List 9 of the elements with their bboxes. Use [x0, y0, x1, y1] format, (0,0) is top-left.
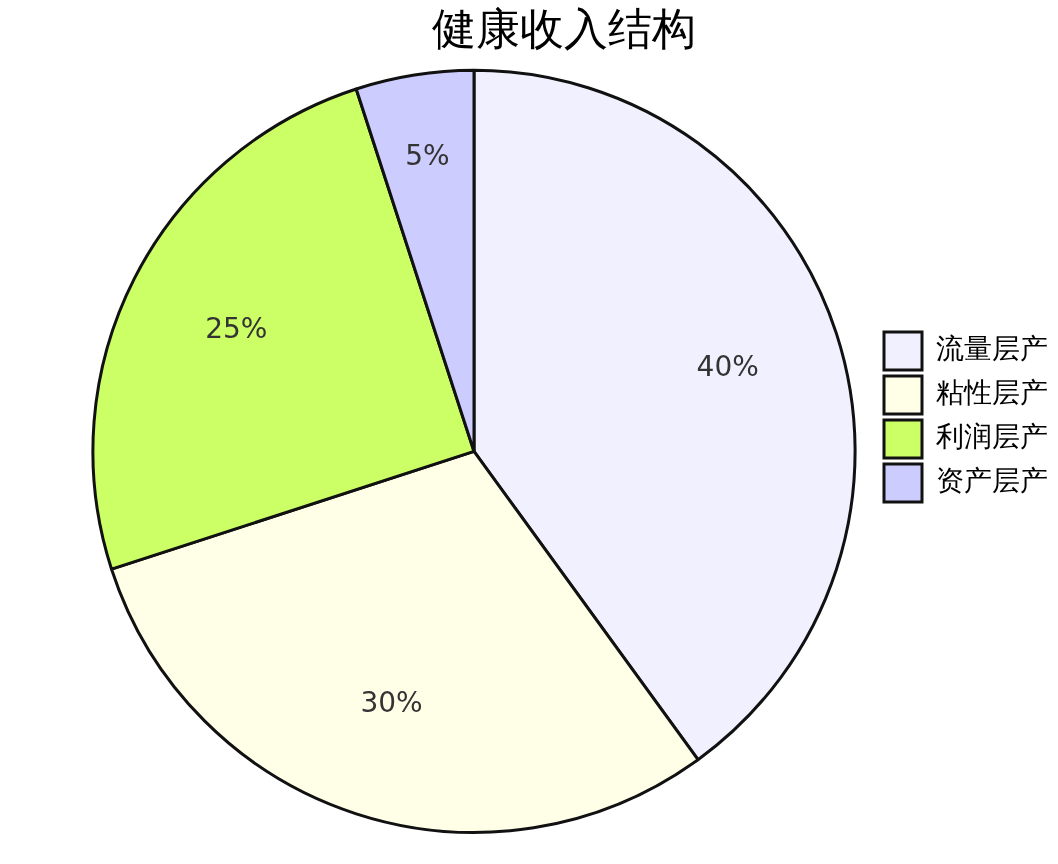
- legend-label: 利润层产: [936, 420, 1048, 454]
- legend-label: 资产层产: [936, 464, 1048, 498]
- data-label: 40%: [696, 350, 759, 384]
- legend-label: 粘性层产: [936, 376, 1048, 410]
- legend-label: 流量层产: [936, 332, 1048, 366]
- data-label: 30%: [360, 686, 423, 720]
- data-label: 5%: [405, 139, 450, 173]
- data-label: 25%: [205, 311, 268, 345]
- chart-title: 健康收入结构: [432, 2, 696, 54]
